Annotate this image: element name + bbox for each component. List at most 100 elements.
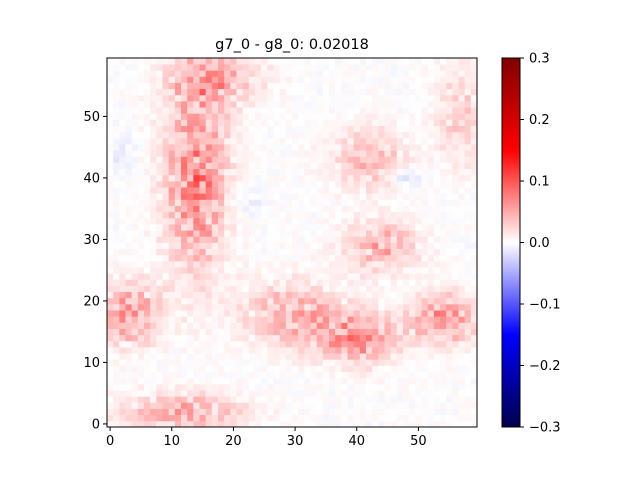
- heatmap-cell: [137, 113, 145, 120]
- heatmap-cell: [384, 408, 392, 416]
- heatmap-cell: [144, 414, 151, 422]
- heatmap-cell: [162, 371, 170, 379]
- heatmap-cell: [187, 248, 194, 256]
- heatmap-cell: [230, 260, 237, 268]
- heatmap-cell: [279, 199, 287, 206]
- heatmap-cell: [427, 390, 435, 397]
- heatmap-cell: [366, 82, 373, 90]
- heatmap-cell: [119, 224, 126, 231]
- heatmap-cell: [390, 322, 398, 329]
- heatmap-cell: [125, 82, 133, 90]
- heatmap-cell: [378, 316, 385, 323]
- heatmap-cell: [421, 328, 429, 336]
- heatmap-cell: [181, 310, 188, 317]
- heatmap-cell: [113, 414, 120, 422]
- heatmap-cell: [359, 94, 367, 102]
- heatmap-cell: [452, 236, 459, 243]
- heatmap-cell: [107, 168, 114, 176]
- heatmap-cell: [409, 248, 416, 256]
- y-tick-label: 10: [83, 356, 100, 371]
- heatmap-cell: [168, 347, 176, 354]
- heatmap-cell: [224, 88, 231, 96]
- heatmap-cell: [255, 359, 262, 366]
- heatmap-cell: [150, 162, 157, 170]
- heatmap-cell: [446, 88, 453, 96]
- heatmap-cell: [372, 205, 379, 213]
- heatmap-cell: [218, 150, 225, 157]
- heatmap-cell: [181, 285, 188, 293]
- heatmap-cell: [261, 224, 268, 231]
- heatmap-cell: [218, 58, 225, 65]
- heatmap-cell: [162, 267, 170, 274]
- heatmap-cell: [279, 137, 287, 145]
- heatmap-cell: [205, 58, 213, 65]
- heatmap-cell: [452, 396, 459, 403]
- x-tick-label: 20: [225, 434, 242, 449]
- heatmap-cell: [181, 273, 188, 280]
- heatmap-cell: [248, 420, 256, 428]
- heatmap-cell: [458, 402, 466, 409]
- heatmap-cell: [261, 162, 268, 170]
- heatmap-cell: [396, 131, 404, 139]
- heatmap-cell: [440, 70, 447, 77]
- heatmap-cell: [359, 76, 367, 83]
- heatmap-cell: [113, 70, 120, 77]
- heatmap-cell: [464, 267, 472, 274]
- heatmap-cell: [119, 168, 126, 176]
- heatmap-cell: [187, 230, 194, 237]
- heatmap-cell: [125, 125, 133, 133]
- heatmap-cell: [298, 236, 305, 243]
- heatmap-cell: [390, 371, 398, 379]
- heatmap-cell: [144, 285, 151, 293]
- heatmap-cell: [187, 310, 194, 317]
- heatmap-cell: [298, 76, 305, 83]
- heatmap-cell: [378, 340, 385, 348]
- heatmap-cell: [255, 125, 262, 133]
- heatmap-cell: [150, 273, 157, 280]
- heatmap-cell: [298, 156, 305, 163]
- heatmap-cell: [113, 285, 120, 293]
- heatmap-cell: [285, 119, 293, 126]
- heatmap-cell: [193, 408, 200, 416]
- heatmap-cell: [347, 285, 355, 293]
- heatmap-cell: [168, 230, 176, 237]
- heatmap-cell: [279, 125, 287, 133]
- heatmap-cell: [125, 328, 133, 336]
- heatmap-cell: [446, 310, 453, 317]
- heatmap-cell: [378, 371, 385, 379]
- heatmap-cell: [144, 125, 151, 133]
- heatmap-cell: [218, 291, 225, 299]
- heatmap-cell: [156, 279, 163, 286]
- heatmap-cell: [353, 414, 361, 422]
- heatmap-cell: [285, 230, 293, 237]
- heatmap-cell: [181, 260, 188, 268]
- heatmap-cell: [156, 70, 163, 77]
- heatmap-cell: [162, 101, 170, 108]
- heatmap-cell: [113, 359, 120, 366]
- heatmap-cell: [421, 156, 429, 163]
- heatmap-cell: [452, 187, 459, 194]
- heatmap-cell: [150, 230, 157, 237]
- heatmap-cell: [446, 174, 453, 182]
- heatmap-cell: [378, 107, 385, 114]
- heatmap-cell: [452, 125, 459, 133]
- heatmap-cell: [384, 94, 392, 102]
- heatmap-cell: [347, 340, 355, 348]
- heatmap-cell: [174, 199, 182, 206]
- heatmap-cell: [255, 58, 262, 65]
- heatmap-cell: [452, 383, 459, 391]
- heatmap-cell: [458, 119, 466, 126]
- heatmap-cell: [181, 371, 188, 379]
- heatmap-cell: [242, 260, 250, 268]
- heatmap-cell: [470, 156, 478, 163]
- heatmap-cell: [464, 377, 472, 385]
- heatmap-cell: [181, 340, 188, 348]
- heatmap-cell: [390, 273, 398, 280]
- heatmap-cell: [427, 328, 435, 336]
- heatmap-cell: [193, 144, 200, 151]
- heatmap-cell: [353, 267, 361, 274]
- heatmap-cell: [261, 396, 268, 403]
- heatmap-cell: [310, 64, 318, 71]
- heatmap-cell: [464, 310, 472, 317]
- heatmap-cell: [131, 304, 139, 311]
